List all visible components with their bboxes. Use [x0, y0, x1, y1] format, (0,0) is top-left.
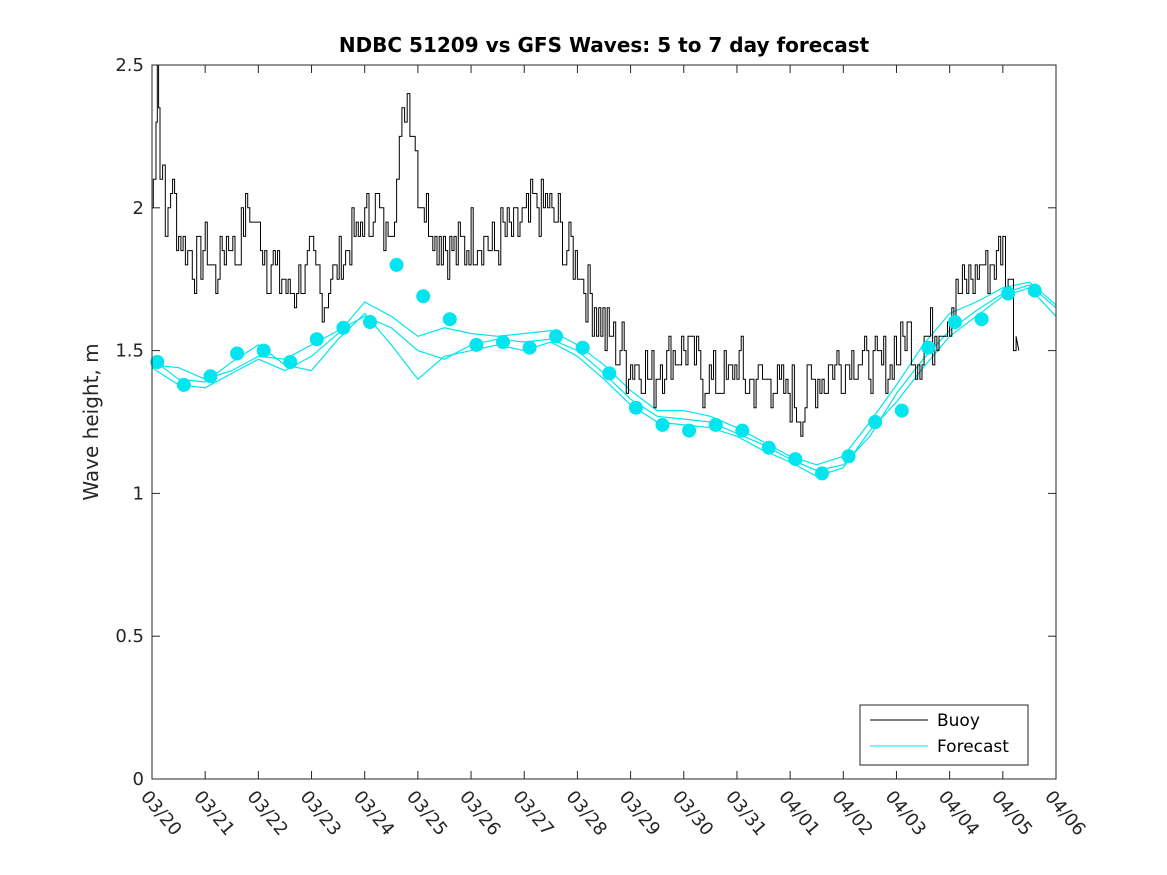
legend-buoy-label: Buoy — [937, 711, 980, 731]
axes-background — [152, 65, 1056, 779]
axes-frame — [151, 64, 1057, 780]
y-tick-label: 2.5 — [115, 55, 144, 76]
forecast-marker — [682, 423, 697, 438]
forecast-run-line-4 — [151, 287, 1057, 477]
forecast-marker — [1001, 286, 1016, 301]
y-tick-label: 1.5 — [115, 341, 144, 362]
forecast-marker — [363, 315, 377, 329]
forecast-marker — [894, 403, 909, 418]
y-tick-label: 2 — [133, 198, 144, 219]
forecast-marker — [389, 257, 404, 272]
forecast-marker — [628, 400, 643, 415]
forecast-marker — [1027, 283, 1042, 298]
forecast-marker — [336, 320, 351, 335]
forecast-marker — [442, 312, 457, 327]
forecast-marker — [575, 340, 590, 355]
forecast-marker — [283, 355, 298, 369]
forecast-marker — [655, 417, 670, 432]
forecast-marker — [868, 415, 883, 429]
y-tick-label: 0 — [133, 769, 144, 790]
chart-title: NDBC 51209 vs GFS Waves: 5 to 7 day fore… — [339, 33, 870, 57]
forecast-marker — [708, 417, 723, 432]
forecast-marker — [256, 343, 271, 358]
forecast-marker — [496, 335, 510, 349]
forecast-marker — [416, 289, 431, 304]
legend-forecast-label: Forecast — [937, 737, 1009, 757]
forecast-marker — [761, 440, 776, 455]
series-layer — [150, 64, 1057, 481]
y-axis-label: Wave height, m — [79, 343, 103, 500]
forecast-marker — [309, 332, 324, 347]
forecast-run-line-3 — [151, 281, 1057, 466]
forecast-marker — [230, 346, 245, 361]
forecast-marker — [921, 340, 936, 355]
legend: Buoy Forecast — [859, 704, 1029, 766]
forecast-marker — [203, 369, 218, 384]
forecast-marker — [176, 377, 191, 392]
forecast-marker — [841, 449, 856, 464]
plot-area: 00.511.522.503/20 03/21 03/22 03/23 03/24 03/… — [115, 55, 1089, 840]
forecast-marker — [735, 423, 750, 438]
forecast-marker — [948, 315, 962, 329]
forecast-marker — [522, 340, 537, 355]
forecast-marker — [150, 355, 165, 369]
y-tick-label: 0.5 — [115, 626, 144, 647]
forecast-marker — [469, 337, 484, 352]
forecast-marker — [602, 366, 617, 381]
y-tick-label: 1 — [133, 483, 144, 504]
forecast-marker — [974, 312, 989, 327]
forecast-marker — [788, 452, 803, 467]
forecast-marker — [549, 329, 564, 344]
legend-box — [859, 704, 1029, 766]
forecast-marker — [815, 466, 829, 481]
buoy-line — [152, 64, 1020, 437]
